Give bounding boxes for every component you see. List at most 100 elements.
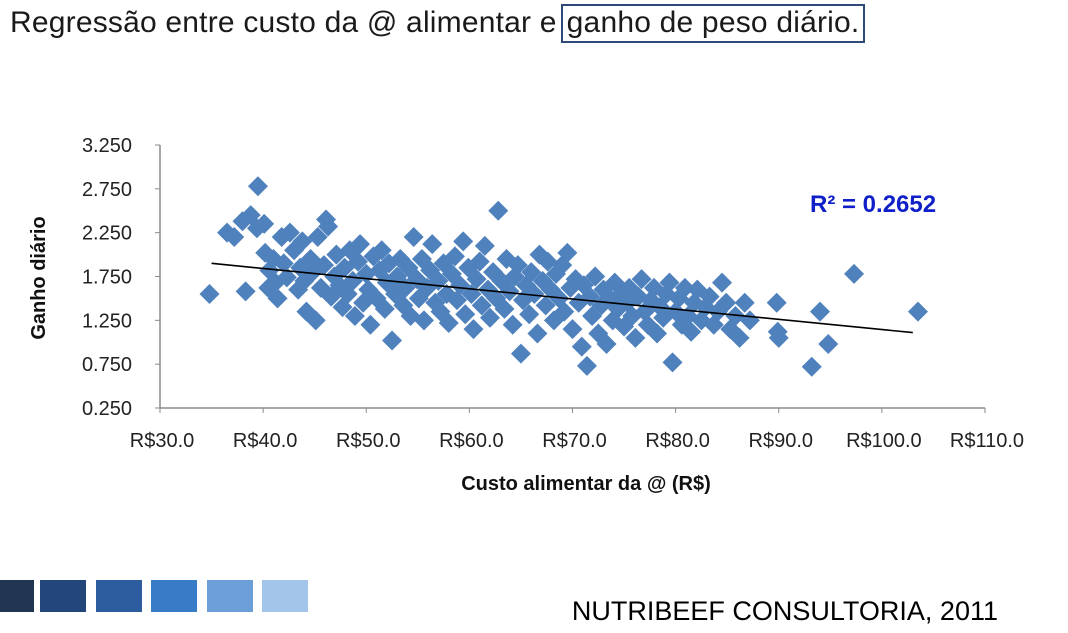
x-tick-label: R$70.0 <box>542 430 607 452</box>
data-point <box>510 343 531 364</box>
color-swatch <box>207 580 253 612</box>
data-point <box>494 298 515 319</box>
data-point <box>444 246 465 267</box>
data-point <box>502 314 523 335</box>
data-point <box>681 321 702 342</box>
y-tick-label: 0.750 <box>82 354 132 376</box>
y-tick-label: 3.250 <box>82 135 132 157</box>
data-point <box>739 310 760 331</box>
data-point <box>348 251 368 272</box>
data-point <box>507 255 528 276</box>
data-point <box>469 251 490 272</box>
data-point <box>907 301 928 322</box>
data-point <box>450 275 471 296</box>
data-point <box>519 304 540 325</box>
data-point <box>527 323 548 344</box>
data-point <box>267 288 288 309</box>
data-point <box>659 272 680 293</box>
data-point <box>471 295 492 316</box>
data-point <box>480 307 500 328</box>
color-swatch <box>96 580 142 612</box>
data-point <box>844 263 865 284</box>
y-tick-label: 0.250 <box>82 398 132 420</box>
data-point <box>382 330 403 351</box>
data-point <box>318 216 339 237</box>
x-tick-label: R$30.0 <box>130 430 195 452</box>
data-point <box>662 352 683 373</box>
data-point <box>734 292 755 313</box>
page-title-text: Regressão entre custo da @ alimentar e <box>10 6 557 39</box>
data-point <box>562 319 583 340</box>
x-tick-label: R$100.0 <box>846 430 922 452</box>
color-swatch <box>151 580 197 612</box>
data-point <box>596 334 617 355</box>
data-point <box>463 319 484 340</box>
data-point <box>725 305 746 326</box>
data-point <box>403 227 424 248</box>
r2-annotation: R² = 0.2652 <box>810 191 936 218</box>
data-point <box>254 213 275 234</box>
data-point <box>818 334 839 355</box>
x-tick-label: R$50.0 <box>336 430 401 452</box>
page-title: Regressão entre custo da @ alimentar e ga… <box>10 4 866 43</box>
footer-credit: NUTRIBEEF CONSULTORIA, 2011 <box>571 596 998 626</box>
y-tick-label: 2.250 <box>82 223 132 245</box>
y-axis-ticks: 3.250 2.750 2.250 1.750 1.250 0.750 0.250 <box>82 135 160 420</box>
data-point <box>350 234 371 255</box>
x-tick-label: R$110.0 <box>950 430 1024 452</box>
data-point <box>276 267 297 288</box>
data-points <box>199 176 928 377</box>
data-point <box>224 227 245 248</box>
data-point <box>524 284 545 305</box>
data-point <box>557 242 578 263</box>
data-point <box>585 266 606 287</box>
y-tick-label: 2.750 <box>82 179 132 201</box>
data-point <box>374 298 395 319</box>
data-point <box>631 269 652 290</box>
data-point <box>292 231 313 252</box>
y-axis-title: Ganho diário <box>28 216 50 339</box>
data-point <box>474 235 495 256</box>
data-point <box>438 312 459 333</box>
x-axis-ticks: R$30.0 R$40.0 R$50.0 R$60.0 R$70.0 R$80.0 R$90… <box>130 408 1024 452</box>
data-point <box>537 251 558 272</box>
data-point <box>279 222 300 243</box>
data-point <box>625 327 646 348</box>
data-point <box>810 301 830 322</box>
data-point <box>344 305 365 326</box>
data-point <box>455 304 476 325</box>
data-point <box>768 327 789 348</box>
x-tick-label: R$80.0 <box>645 430 710 452</box>
data-point <box>273 253 294 274</box>
data-point <box>529 244 550 265</box>
data-point <box>305 310 326 331</box>
data-point <box>247 176 268 197</box>
data-point <box>360 314 381 335</box>
data-point <box>414 310 434 331</box>
page-title-boxed-text: ganho de peso diário. <box>560 4 866 43</box>
data-point <box>766 292 787 313</box>
data-point <box>342 270 363 291</box>
data-point <box>712 272 733 293</box>
data-point <box>699 286 720 307</box>
scatter-chart: 3.250 2.750 2.250 1.750 1.250 0.750 0.250 R$30… <box>28 135 1024 495</box>
x-tick-label: R$40.0 <box>233 430 298 452</box>
data-point <box>674 277 695 298</box>
data-point <box>307 227 328 248</box>
data-point <box>576 355 597 376</box>
color-swatch <box>262 580 308 612</box>
data-point <box>466 269 487 290</box>
y-tick-label: 1.750 <box>82 267 132 289</box>
color-swatch <box>0 580 34 612</box>
x-axis-title: Custo alimentar da @ (R$) <box>461 473 711 495</box>
data-point <box>716 292 737 313</box>
y-tick-label: 1.250 <box>82 310 132 332</box>
data-point <box>554 301 575 322</box>
data-point <box>235 281 256 302</box>
data-point <box>571 336 592 357</box>
data-point <box>199 284 220 305</box>
data-point <box>371 240 392 261</box>
data-point <box>801 356 822 377</box>
data-point <box>453 231 474 252</box>
x-tick-label: R$60.0 <box>439 430 504 452</box>
